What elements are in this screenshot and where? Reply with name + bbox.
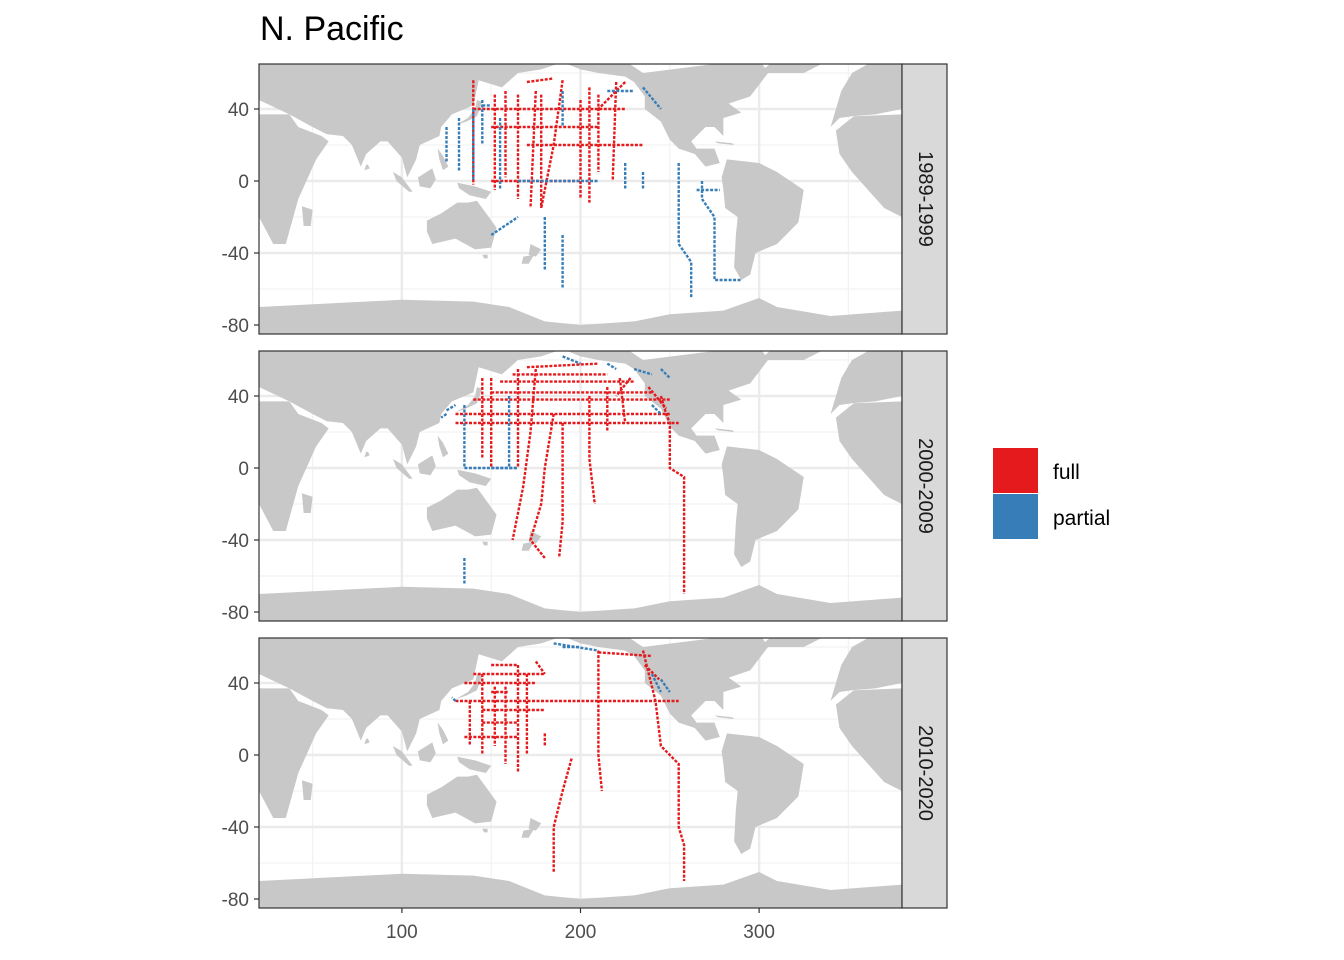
track-full (526, 77, 554, 84)
track-full (529, 90, 537, 209)
track-full (557, 423, 564, 559)
track-partial (490, 216, 519, 236)
x-axis: 100 200 300 (386, 908, 775, 943)
facet-panel-2000-2009: 2000-2009 -80 -40 0 40 (222, 350, 948, 624)
track-partial (463, 405, 518, 470)
series-partial (440, 355, 671, 585)
chart-title: N. Pacific (260, 10, 404, 48)
track-full (597, 650, 604, 792)
y-tick-label: 40 (228, 387, 249, 408)
facet-panels: 1989-1999-80-400402000-2009-80-400402010… (222, 63, 948, 911)
track-full (647, 386, 668, 410)
strip-label-2010-2020: 2010-2020 (914, 725, 936, 821)
x-tick-label: 100 (386, 922, 418, 943)
y-axis: -80 -40 0 40 (222, 387, 259, 624)
track-partial (445, 403, 457, 412)
y-tick-label: -40 (222, 244, 249, 265)
track-full (540, 80, 564, 209)
track-partial (677, 190, 693, 298)
y-tick-label: 0 (238, 746, 249, 767)
legend: full partial (993, 448, 1110, 539)
track-full (618, 377, 627, 424)
track-full (597, 81, 627, 110)
y-tick-label: 0 (238, 459, 249, 480)
y-tick-label: -40 (222, 531, 249, 552)
strip-background (901, 637, 948, 909)
track-partial (650, 673, 662, 693)
track-partial (440, 413, 448, 419)
track-full (552, 758, 573, 872)
x-tick-label: 200 (565, 922, 597, 943)
legend-key-partial (993, 494, 1038, 539)
track-partial (659, 678, 671, 693)
y-tick-label: -40 (222, 818, 249, 839)
facet-strip: 2010-2020 (901, 637, 948, 909)
track-full (643, 664, 660, 681)
track-partial (562, 355, 581, 365)
facet-strip: 1989-1999 (901, 63, 948, 335)
track-full (526, 362, 599, 369)
strip-label-1989-1999: 1989-1999 (914, 151, 936, 247)
track-partial (700, 181, 742, 282)
legend-label-full: full (1053, 461, 1080, 484)
y-tick-label: -80 (222, 890, 249, 911)
track-full (611, 81, 618, 182)
track-full (588, 396, 596, 505)
facet-strip: 2000-2009 (901, 350, 948, 622)
facet-panel-2010-2020: 2010-2020 -80 -40 0 40 (222, 637, 948, 911)
track-partial (633, 367, 653, 376)
strip-background (901, 63, 948, 335)
series-full (455, 650, 686, 881)
series-full (455, 362, 686, 594)
track-full (534, 660, 546, 675)
strip-background (901, 350, 948, 622)
legend-key-full (993, 448, 1038, 493)
y-tick-label: -80 (222, 316, 249, 337)
series-partial (451, 642, 671, 702)
facet-panel-1989-1999: 1989-1999 -80 -40 0 40 (222, 63, 948, 337)
track-partial (606, 362, 617, 371)
track-partial (451, 696, 457, 702)
legend-label-partial: partial (1053, 507, 1110, 530)
track-partial (553, 642, 599, 652)
track-partial (651, 404, 662, 415)
track-full (641, 650, 686, 881)
y-tick-label: 40 (228, 674, 249, 695)
y-axis: -80 -40 0 40 (222, 100, 259, 337)
track-partial (642, 86, 662, 110)
track-full (529, 413, 555, 559)
series-partial (445, 86, 742, 298)
track-full (511, 368, 537, 541)
track-full (615, 377, 632, 397)
y-axis: -80 -40 0 40 (222, 674, 259, 911)
x-tick-label: 300 (743, 922, 775, 943)
track-full (659, 395, 686, 594)
y-tick-label: 0 (238, 172, 249, 193)
y-tick-label: -80 (222, 603, 249, 624)
strip-label-2000-2009: 2000-2009 (914, 438, 936, 534)
track-partial (660, 368, 671, 379)
y-tick-label: 40 (228, 100, 249, 121)
